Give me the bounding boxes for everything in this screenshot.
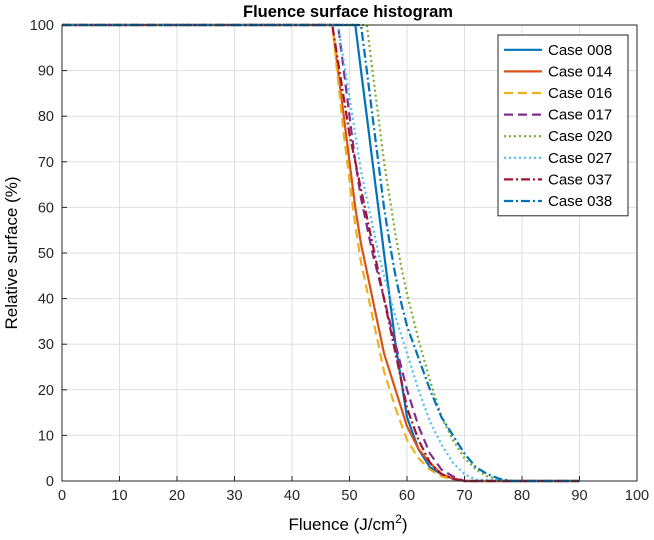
y-tick-label: 20 (38, 383, 54, 399)
legend-label: Case 020 (548, 128, 612, 145)
legend-label: Case 027 (548, 150, 612, 167)
x-tick-label: 80 (514, 488, 530, 504)
x-axis-label-main: Fluence (J/cm (288, 515, 395, 534)
x-tick-label: 90 (571, 488, 587, 504)
legend-label: Case 008 (548, 42, 612, 59)
legend-label: Case 038 (548, 193, 612, 210)
x-tick-label: 100 (625, 488, 649, 504)
x-axis-label-close: ) (402, 515, 408, 534)
x-tick-label: 60 (399, 488, 415, 504)
plot-lines (62, 23, 580, 483)
y-tick-label: 30 (38, 337, 54, 353)
series-line-case-037 (62, 23, 580, 483)
legend-label: Case 037 (548, 171, 612, 188)
y-tick-label: 90 (38, 64, 54, 80)
y-tick-label: 60 (38, 200, 54, 216)
x-tick-label: 40 (284, 488, 300, 504)
y-tick-label: 50 (38, 246, 54, 262)
series-line-case-014 (62, 23, 580, 483)
x-axis-label-superscript: 2 (395, 512, 402, 526)
chart-title: Fluence surface histogram (243, 3, 453, 21)
x-tick-label: 30 (226, 488, 242, 504)
plot-frame (61, 24, 638, 482)
y-tick-label: 10 (38, 428, 54, 444)
y-tick-label: 100 (30, 18, 54, 34)
y-tick-labels: 0 10 20 30 40 50 60 70 80 90 100 (30, 18, 54, 490)
y-tick-label: 0 (46, 474, 54, 490)
x-tick-label: 70 (456, 488, 472, 504)
x-tick-label: 0 (58, 488, 66, 504)
x-tick-labels: 0 10 20 30 40 50 60 70 80 90 100 (58, 488, 649, 504)
y-tick-label: 80 (38, 109, 54, 125)
y-axis-label: Relative surface (%) (2, 176, 21, 329)
x-tick-label: 10 (111, 488, 127, 504)
legend-label: Case 017 (548, 107, 612, 124)
legend-label: Case 014 (548, 63, 612, 80)
x-tick-label: 50 (341, 488, 357, 504)
series-line-case-016 (62, 23, 580, 483)
legend-label: Case 016 (548, 85, 612, 102)
legend: Case 008 Case 014 Case 016 Case 017 Case 020… (497, 34, 629, 217)
series-line-case-027 (62, 23, 580, 483)
x-axis-label: Fluence (J/cm2) (288, 512, 407, 534)
series-line-case-038 (62, 23, 580, 483)
legend-box (497, 34, 629, 217)
y-tick-label: 40 (38, 292, 54, 308)
x-tick-label: 20 (169, 488, 185, 504)
series-line-case-020 (62, 23, 580, 483)
y-tick-label: 70 (38, 155, 54, 171)
